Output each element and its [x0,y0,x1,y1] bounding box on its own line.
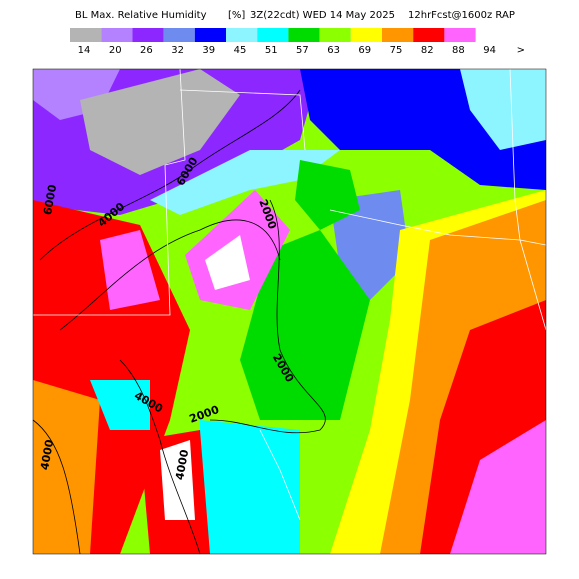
colorbar-swatch [444,28,476,42]
state-line [329,209,547,246]
contour-line [39,89,301,261]
colorbar-swatch [226,28,258,42]
colorbar-label: 51 [265,45,278,56]
colorbar-swatch [288,28,320,42]
colorbar-label: 39 [202,45,215,56]
colorbar-label: 57 [296,45,309,56]
colorbar-label: 63 [327,45,340,56]
colorbar-label: 26 [140,45,153,56]
forecast: 12hrFcst@1600z RAP [408,10,515,21]
field-region [33,380,100,554]
field-region [460,69,546,150]
colorbar-swatch [70,28,102,42]
field-region [450,420,546,554]
colorbar-label: 20 [109,45,122,56]
colorbar-label: 69 [358,45,371,56]
state-line [509,68,547,331]
field-region [80,69,240,175]
contour-line [59,219,281,331]
field-region [160,440,195,520]
colorbar-label: 14 [78,45,91,56]
colorbar-label: 94 [483,45,496,56]
colorbar-swatch [319,28,351,42]
colorbar-swatch [257,28,289,42]
contour-label: 4000 [173,448,191,481]
field-region [295,160,360,230]
field-region [90,380,150,430]
colorbar-swatch [101,28,133,42]
colorbar-swatch [163,28,195,42]
field-region [150,150,340,215]
colorbar-swatch [132,28,164,42]
state-line [259,429,301,521]
field-region [240,230,370,420]
colorbar-label: 82 [421,45,434,56]
contour-label: 4000 [38,438,56,471]
colorbar-label: 75 [390,45,403,56]
field-region [200,420,300,554]
colorbar: 14 20 26 32 39 45 51 57 63 69 75 82 88 94 > [70,28,525,56]
title: BL Max. Relative Humidity [75,10,207,21]
state-line [179,89,306,151]
field-region [205,235,250,290]
map-field [33,69,546,554]
colorbar-swatch [382,28,414,42]
valid-time: 3Z(22cdt) WED 14 May 2025 [250,10,395,21]
contour-line [32,419,81,555]
contour-label: 6000 [41,183,59,216]
colorbar-label: 32 [171,45,184,56]
colorbar-label: 45 [234,45,247,56]
colorbar-swatch [413,28,445,42]
contours [32,89,326,555]
colorbar-swatch [350,28,382,42]
contour-line [119,359,201,555]
units: [%] [228,10,245,21]
state-borders [33,68,547,521]
colorbar-label: 88 [452,45,465,56]
map-frame [32,68,547,555]
colorbar-swatch [194,28,226,42]
contour-line [209,199,326,434]
state-line [33,68,186,316]
colorbar-more: > [517,45,525,56]
